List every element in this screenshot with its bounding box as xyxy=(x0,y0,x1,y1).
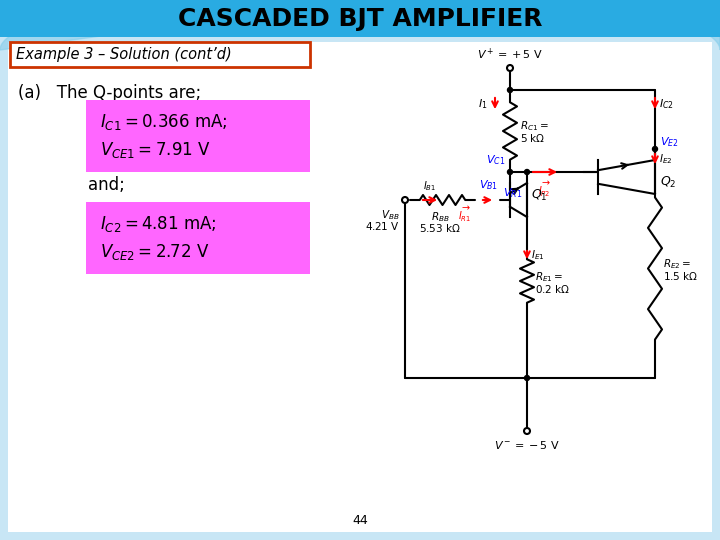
Text: $1.5\mathrm{\ k\Omega}$: $1.5\mathrm{\ k\Omega}$ xyxy=(663,271,698,282)
Text: $I_{C2} = 4.81 \mathrm{\ mA;}$: $I_{C2} = 4.81 \mathrm{\ mA;}$ xyxy=(100,214,217,234)
Text: $Q_2$: $Q_2$ xyxy=(660,174,677,190)
FancyBboxPatch shape xyxy=(8,42,712,532)
Text: $0.2\mathrm{\ k\Omega}$: $0.2\mathrm{\ k\Omega}$ xyxy=(535,283,570,295)
Text: (a)   The Q-points are;: (a) The Q-points are; xyxy=(18,84,202,102)
Text: $V^+ = +5\mathrm{\ V}$: $V^+ = +5\mathrm{\ V}$ xyxy=(477,46,543,62)
Text: $V_{CE2} = 2.72\mathrm{\ V}$: $V_{CE2} = 2.72\mathrm{\ V}$ xyxy=(100,242,210,262)
FancyBboxPatch shape xyxy=(86,202,310,274)
Text: $V_{R1}$: $V_{R1}$ xyxy=(503,186,522,200)
Text: $I_{E1}$: $I_{E1}$ xyxy=(531,248,544,262)
FancyBboxPatch shape xyxy=(0,37,720,540)
Circle shape xyxy=(524,375,529,381)
Circle shape xyxy=(508,87,513,92)
Text: $R_{BB}$: $R_{BB}$ xyxy=(431,210,449,224)
Text: 44: 44 xyxy=(352,514,368,526)
Text: $V^- = -5\mathrm{\ V}$: $V^- = -5\mathrm{\ V}$ xyxy=(494,439,560,451)
FancyBboxPatch shape xyxy=(86,100,310,172)
FancyBboxPatch shape xyxy=(0,0,720,37)
Text: $R_{E2} =$: $R_{E2} =$ xyxy=(663,258,691,272)
Text: $\overrightarrow{I_{R1}}$: $\overrightarrow{I_{R1}}$ xyxy=(459,205,472,224)
Text: $V_{CE1} = 7.91\mathrm{\ V}$: $V_{CE1} = 7.91\mathrm{\ V}$ xyxy=(100,140,211,160)
FancyBboxPatch shape xyxy=(10,42,310,67)
Text: $5\mathrm{\ k\Omega}$: $5\mathrm{\ k\Omega}$ xyxy=(520,132,546,144)
Text: $V_{BB}$: $V_{BB}$ xyxy=(382,208,400,222)
Text: $I_{B1}$: $I_{B1}$ xyxy=(423,179,436,193)
Text: $I_{C1} = 0.366 \mathrm{\ mA;}$: $I_{C1} = 0.366 \mathrm{\ mA;}$ xyxy=(100,112,228,132)
Text: Example 3 – Solution (cont’d): Example 3 – Solution (cont’d) xyxy=(16,48,232,63)
Text: $V_{E2}$: $V_{E2}$ xyxy=(660,135,679,149)
Text: $V_{B1}$: $V_{B1}$ xyxy=(479,178,498,192)
Text: CASCADED BJT AMPLIFIER: CASCADED BJT AMPLIFIER xyxy=(178,7,542,31)
Text: $I_1$: $I_1$ xyxy=(479,97,488,111)
Text: $4.21\mathrm{\ V}$: $4.21\mathrm{\ V}$ xyxy=(365,220,400,232)
Circle shape xyxy=(508,170,513,174)
Polygon shape xyxy=(0,0,720,50)
Text: $V_{C1}$: $V_{C1}$ xyxy=(486,153,505,167)
Text: $R_{C1} =$: $R_{C1} =$ xyxy=(520,119,549,133)
Circle shape xyxy=(652,146,657,152)
Text: $I_{E2}$: $I_{E2}$ xyxy=(659,152,672,166)
Text: $5.53\mathrm{\ k\Omega}$: $5.53\mathrm{\ k\Omega}$ xyxy=(419,222,461,234)
Circle shape xyxy=(524,170,529,174)
Text: $R_{E1} =$: $R_{E1} =$ xyxy=(535,270,563,284)
Text: $Q_1$: $Q_1$ xyxy=(531,187,548,202)
Text: $I_{C2}$: $I_{C2}$ xyxy=(659,97,674,111)
Text: and;: and; xyxy=(88,176,125,194)
Text: $\overrightarrow{I_{P2}}$: $\overrightarrow{I_{P2}}$ xyxy=(539,180,552,199)
